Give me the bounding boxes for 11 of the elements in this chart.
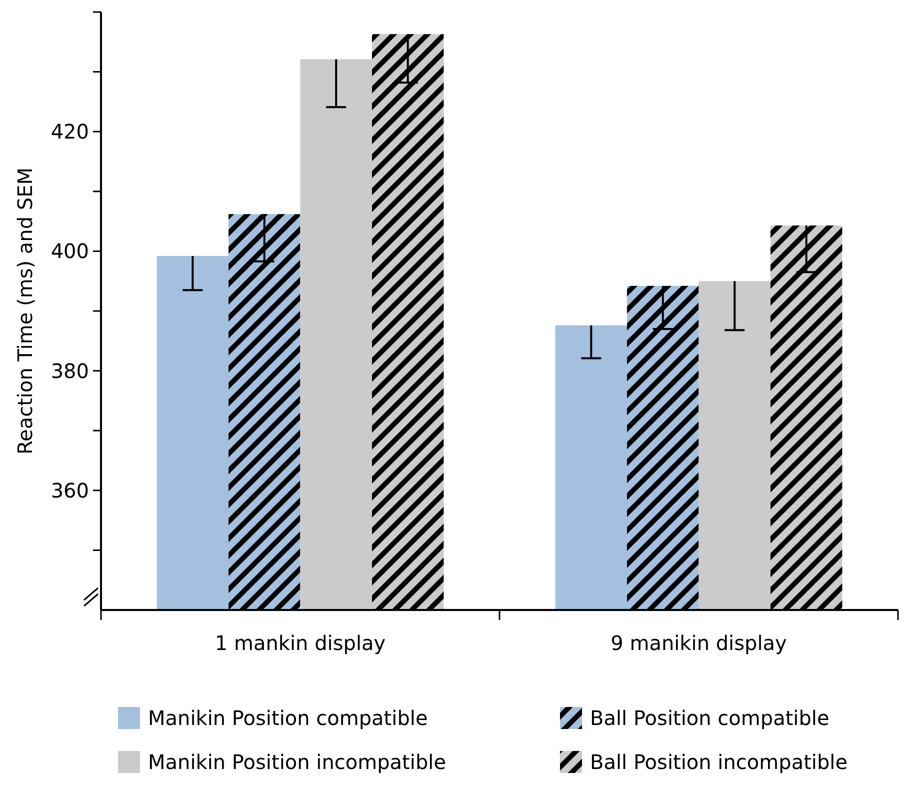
y-tick-label: 380: [50, 358, 89, 383]
y-tick-label: 400: [50, 239, 89, 264]
legend-label: Manikin Position compatible: [148, 706, 428, 730]
legend-label: Ball Position compatible: [590, 706, 830, 730]
x-tick-label: 9 manikin display: [610, 631, 788, 655]
x-tick-label: 1 mankin display: [214, 631, 386, 655]
y-tick-label: 360: [50, 478, 89, 502]
y-axis-title: Reaction Time (ms) and SEM: [13, 168, 37, 454]
legend-label: Manikin Position incompatible: [148, 750, 446, 774]
legend-label: Ball Position incompatible: [590, 750, 848, 774]
y-tick-label: 420: [50, 120, 89, 144]
